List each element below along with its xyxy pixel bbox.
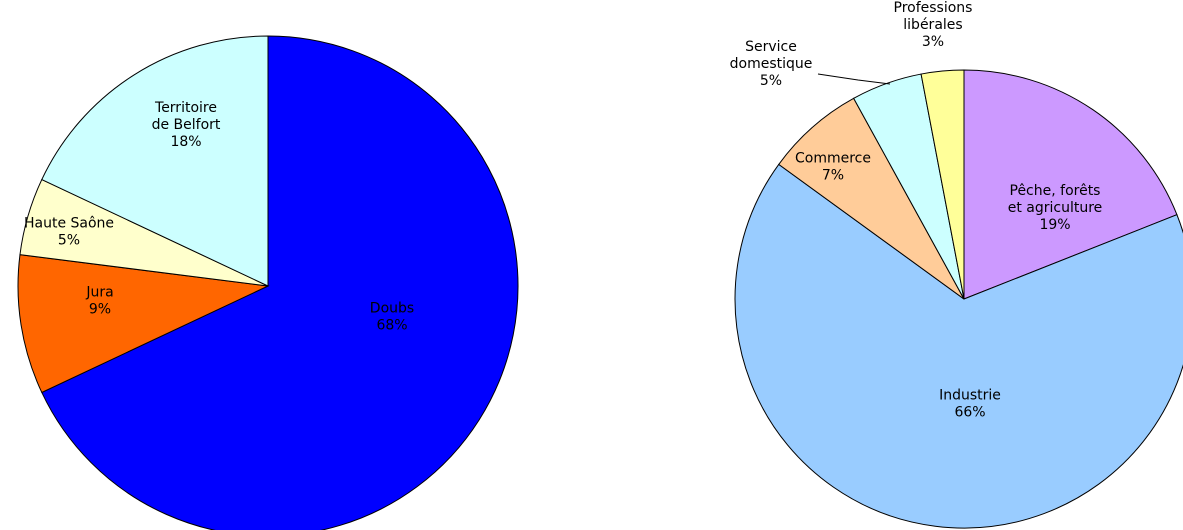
slice-label-jura: Jura 9% bbox=[85, 285, 113, 318]
pie-slice-industrie bbox=[734, 163, 1183, 529]
pie-slice-professions-liberales bbox=[920, 69, 965, 300]
slice-label-service-domestique: Service domestique 5% bbox=[730, 39, 813, 89]
pie-slice-doubs bbox=[41, 35, 519, 530]
department-pie-chart: Doubs 68% Jura 9% Haute Saône 5% Territoire de … bbox=[17, 35, 519, 530]
slice-label-haute-saone: Haute Saône 5% bbox=[24, 216, 114, 249]
slice-label-industrie: Industrie 66% bbox=[939, 388, 1001, 421]
leader-line-service-domestique bbox=[817, 73, 891, 85]
slice-label-commerce: Commerce 7% bbox=[795, 151, 871, 184]
pie-slice-peche-forets-et-agriculture bbox=[963, 69, 1178, 300]
slice-labels: Doubs 68% Jura 9% Haute Saône 5% Territoire de … bbox=[24, 100, 414, 334]
slice-label-professions-liberales: Professions libérales 3% bbox=[894, 0, 973, 50]
slice-label-doubs: Doubs 68% bbox=[370, 301, 414, 334]
pie-slice-jura bbox=[17, 254, 270, 394]
profession-pie-chart: Pêche, forêts et agriculture 19% Industrie 6… bbox=[730, 0, 1183, 529]
slice-label-peche-forets-et-agriculture: Pêche, forêts et agriculture 19% bbox=[1008, 183, 1103, 233]
slice-labels: Pêche, forêts et agriculture 19% Industrie 6… bbox=[730, 0, 1103, 421]
slice-label-territoire-de-belfort: Territoire de Belfort 18% bbox=[152, 100, 221, 150]
pie-slice-territoire-de-belfort bbox=[41, 35, 269, 287]
